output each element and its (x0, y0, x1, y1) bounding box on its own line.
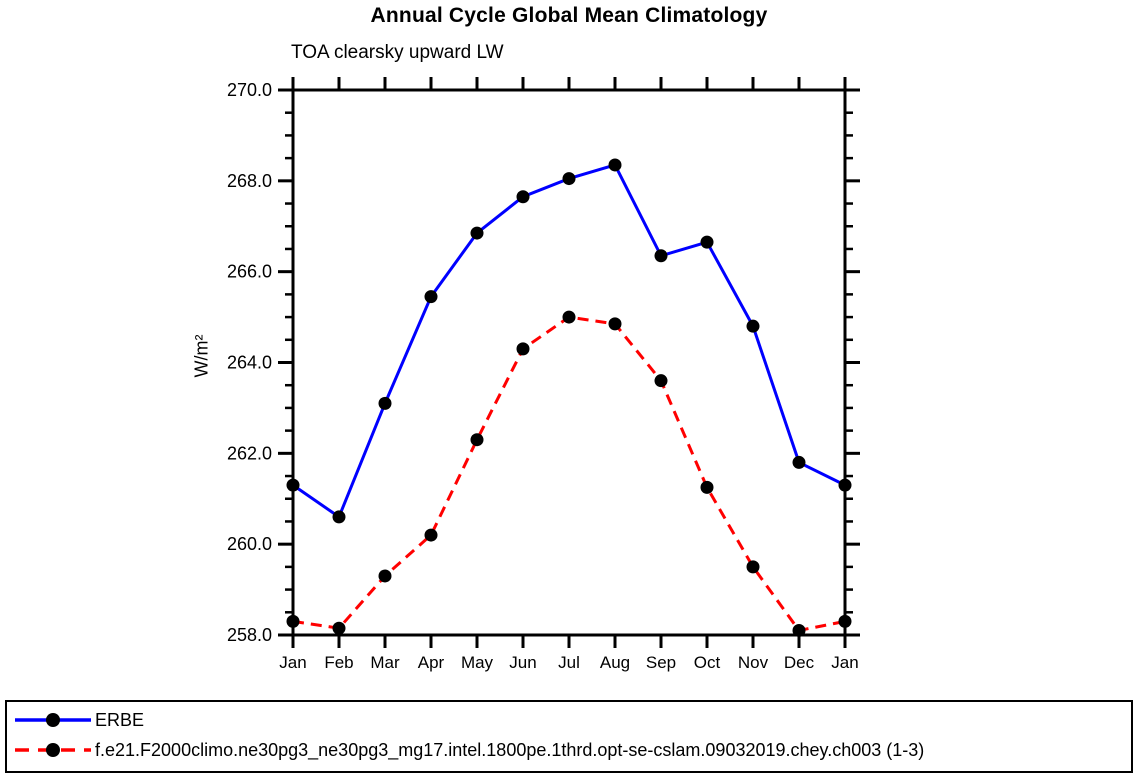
data-point-marker (378, 569, 392, 583)
data-point-marker (654, 249, 668, 263)
y-axis-tick-label: 266.0 (227, 262, 272, 282)
data-point-marker (470, 226, 484, 240)
data-point-marker (424, 528, 438, 542)
series-line-1 (292, 315, 846, 633)
data-point-marker (424, 290, 438, 304)
data-point-marker (608, 317, 622, 331)
data-point-marker (654, 374, 668, 388)
x-axis-tick-label: Jun (509, 653, 536, 672)
y-axis-tick-label: 270.0 (227, 80, 272, 100)
data-point-marker (516, 342, 530, 356)
legend-marker-dot (46, 743, 60, 757)
plot-frame (291, 88, 847, 637)
legend-label-model-run: f.e21.F2000climo.ne30pg3_ne30pg3_mg17.in… (95, 739, 925, 760)
data-point-marker (700, 235, 714, 249)
x-axis-tick-label: Oct (694, 653, 721, 672)
data-point-marker (378, 396, 392, 410)
x-axis-tick-label: May (461, 653, 494, 672)
data-point-marker (516, 190, 530, 204)
legend-marker-dot (46, 713, 60, 727)
x-axis-tick-label: Mar (370, 653, 400, 672)
data-point-marker (792, 623, 806, 637)
y-axis-tick-label: 258.0 (227, 625, 272, 645)
data-point-marker (700, 480, 714, 494)
chart-subtitle: TOA clearsky upward LW (291, 42, 504, 63)
x-axis-tick-label: Feb (324, 653, 353, 672)
data-point-marker (608, 158, 622, 172)
chart-title: Annual Cycle Global Mean Climatology (370, 4, 768, 27)
data-point-marker (286, 478, 300, 492)
series-line-0 (292, 163, 846, 520)
y-axis-tick-label: 264.0 (227, 353, 272, 373)
y-axis-tick-label: 260.0 (227, 534, 272, 554)
x-axis-tick-label: Sep (646, 653, 676, 672)
data-point-marker (838, 478, 852, 492)
x-axis-tick-label: Jul (558, 653, 580, 672)
data-point-marker (470, 433, 484, 447)
x-axis-tick-label: Dec (784, 653, 815, 672)
data-point-marker (332, 510, 346, 524)
data-point-marker (332, 621, 346, 635)
data-point-marker (746, 560, 760, 574)
y-axis-tick-label: 262.0 (227, 443, 272, 463)
x-axis-tick-label: Aug (600, 653, 630, 672)
x-axis-tick-label: Jan (831, 653, 858, 672)
x-axis-tick-label: Nov (738, 653, 769, 672)
plot-area: Jan Feb Mar Apr May Jun Jul Aug Sep Oct Nov Dec Jan 2… (227, 77, 860, 672)
x-axis-tick-label: Jan (279, 653, 306, 672)
legend-sample-dashed-line (15, 743, 91, 757)
y-axis-tick-label: 268.0 (227, 171, 272, 191)
x-axis-tick-label: Apr (418, 653, 445, 672)
data-point-marker (792, 455, 806, 469)
data-point-marker (286, 614, 300, 628)
legend-box: ERBE f.e21.F2000climo.ne30pg3_ne30pg3_mg… (5, 700, 1133, 773)
data-point-marker (562, 172, 576, 186)
legend-item-model-run: f.e21.F2000climo.ne30pg3_ne30pg3_mg17.in… (13, 735, 924, 765)
legend-label-erbe: ERBE (95, 709, 145, 730)
legend-item-erbe: ERBE (13, 705, 144, 735)
legend-sample-solid-line (15, 713, 91, 727)
data-point-marker (838, 614, 852, 628)
data-point-marker (562, 310, 576, 324)
data-point-marker (746, 319, 760, 333)
